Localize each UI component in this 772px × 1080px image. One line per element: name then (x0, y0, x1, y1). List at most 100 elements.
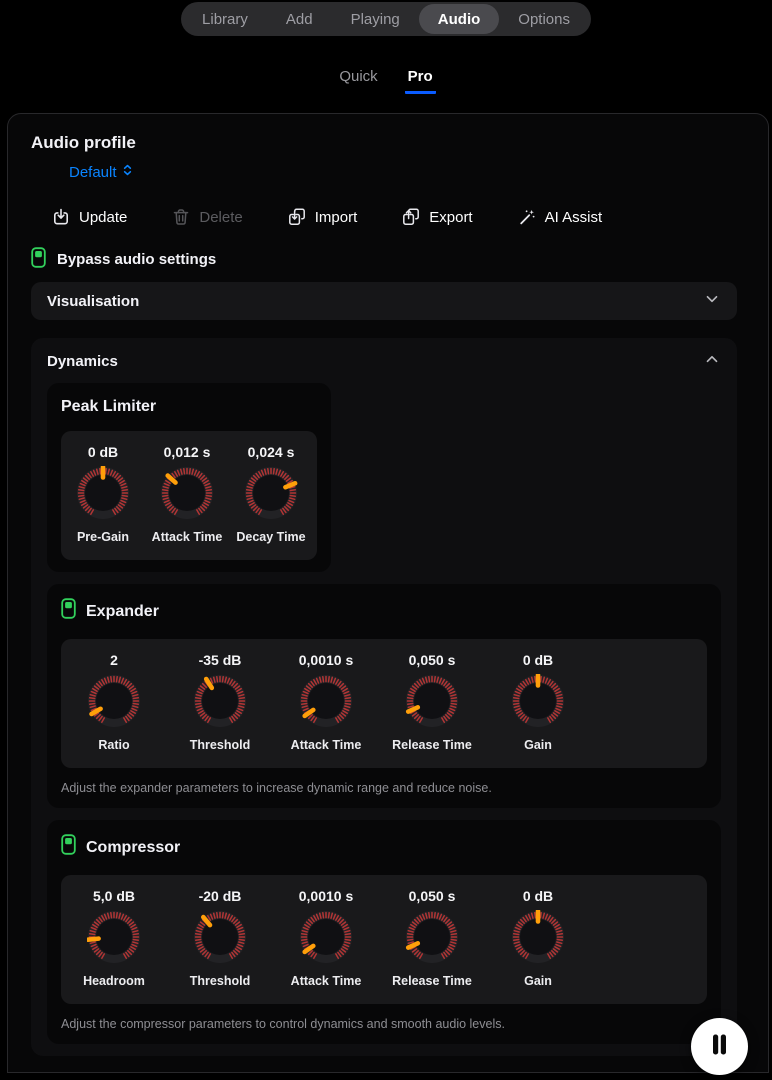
knob-gain: 0 dB Gain (485, 887, 591, 990)
import-button[interactable]: Import (287, 207, 358, 227)
knob-dial-decay-time[interactable] (244, 466, 298, 525)
knob-value: -35 dB (198, 652, 242, 668)
visualisation-label: Visualisation (47, 292, 140, 310)
action-label: Import (314, 208, 358, 226)
profile-dropdown[interactable]: Default (69, 162, 135, 183)
toggle-on-icon[interactable] (61, 598, 76, 625)
export-icon (401, 207, 421, 227)
knob-label: Attack Time (290, 738, 362, 752)
module-title: Peak Limiter (61, 398, 157, 415)
action-label: Delete (199, 208, 243, 226)
import-icon (287, 207, 307, 227)
action-label: Export (429, 208, 473, 226)
top-navigation: Library Add Playing Audio Options (0, 0, 772, 36)
module-title: Expander (86, 602, 159, 620)
nav-item-library[interactable]: Library (202, 10, 248, 28)
bypass-audio-settings-toggle[interactable]: Bypass audio settings (31, 247, 737, 272)
knob-attack-time: 0,012 s Attack Time (145, 443, 229, 546)
knob-dial-gain[interactable] (511, 672, 565, 733)
module-compressor: Compressor 5,0 dB Headroom -20 dB Threshold 0… (47, 820, 721, 1044)
chevron-updown-icon (120, 162, 135, 183)
toggle-on-icon (31, 247, 46, 272)
section-visualisation[interactable]: Visualisation (31, 282, 737, 320)
audio-subtabs: Quick Pro (0, 68, 772, 94)
knob-attack-time: 0,0010 s Attack Time (273, 887, 379, 990)
nav-item-add[interactable]: Add (285, 10, 313, 28)
knob-label: Threshold (189, 974, 251, 988)
module-caption: Adjust the compressor parameters to cont… (61, 1017, 505, 1031)
knob-label: Headroom (83, 974, 145, 988)
knob-label: Attack Time (151, 530, 223, 544)
trash-icon (171, 207, 191, 227)
pause-icon (708, 1033, 731, 1061)
audio-profile-title: Audio profile (31, 133, 136, 152)
knob-value: 0 dB (522, 652, 554, 668)
chevron-down-icon (703, 290, 721, 312)
section-dynamics: Dynamics Peak Limiter 0 dB Pre-Gain 0,012 s… (31, 338, 737, 1056)
knob-dial-release-time[interactable] (405, 674, 459, 733)
dynamics-label: Dynamics (47, 352, 118, 370)
section-equalisation[interactable]: Equalisation (31, 1072, 737, 1073)
knob-dial-release-time[interactable] (405, 910, 459, 969)
module-header: Expander (61, 598, 707, 625)
knob-dial-gain[interactable] (511, 908, 565, 969)
knob-threshold: -20 dB Threshold (167, 887, 273, 990)
knob-label: Attack Time (290, 974, 362, 988)
module-peak-limiter: Peak Limiter 0 dB Pre-Gain 0,012 s Attack Ti… (47, 383, 331, 572)
knob-dial-threshold[interactable] (193, 674, 247, 733)
nav-item-audio[interactable]: Audio (418, 4, 500, 34)
tab-quick[interactable]: Quick (339, 68, 378, 85)
tab-pro[interactable]: Pro (404, 68, 436, 94)
dynamics-modules: Peak Limiter 0 dB Pre-Gain 0,012 s Attack Ti… (47, 383, 721, 1044)
module-expander: Expander 2 Ratio -35 dB Threshold 0,0010 s Att… (47, 584, 721, 808)
knob-label: Decay Time (236, 530, 306, 544)
knob-value: 0,050 s (408, 652, 456, 668)
dynamics-header[interactable]: Dynamics (47, 352, 721, 370)
knob-threshold: -35 dB Threshold (167, 651, 273, 754)
delete-button[interactable]: Delete (171, 207, 243, 227)
ai-assist-button[interactable]: AI Assist (517, 207, 602, 227)
export-button[interactable]: Export (401, 207, 473, 227)
knob-label: Gain (524, 738, 552, 752)
knob-decay-time: 0,024 s Decay Time (229, 443, 313, 546)
knob-label: Ratio (98, 738, 130, 752)
module-header: Compressor (61, 834, 707, 861)
module-title: Compressor (86, 838, 181, 856)
knob-gain: 0 dB Gain (485, 651, 591, 754)
knob-dial-attack-time[interactable] (160, 466, 214, 525)
knob-label: Release Time (392, 738, 472, 752)
knob-dial-pre-gain[interactable] (76, 464, 130, 525)
knob-label: Pre-Gain (76, 530, 130, 544)
audio-settings-panel: Audio profile Default Update Delete Import… (7, 113, 769, 1073)
knob-value: 2 (110, 652, 118, 668)
bypass-label: Bypass audio settings (57, 251, 217, 268)
update-button[interactable]: Update (51, 207, 127, 227)
module-header: Peak Limiter (61, 397, 317, 417)
knob-dial-threshold[interactable] (193, 910, 247, 969)
knob-release-time: 0,050 s Release Time (379, 887, 485, 990)
knob-dial-ratio[interactable] (87, 674, 141, 733)
profile-actions: Update Delete Import Export AI Assist (51, 206, 737, 228)
knob-value: 0 dB (522, 888, 554, 904)
nav-item-options[interactable]: Options (518, 10, 570, 28)
toggle-on-icon[interactable] (61, 834, 76, 861)
wand-icon (517, 207, 537, 227)
profile-selected-value: Default (69, 163, 117, 181)
knob-label: Release Time (392, 974, 472, 988)
knob-value: 0,0010 s (298, 888, 354, 904)
knob-dial-attack-time[interactable] (299, 910, 353, 969)
module-caption: Adjust the expander parameters to increa… (61, 781, 492, 795)
knob-value: 0 dB (87, 444, 119, 460)
knob-value: 0,0010 s (298, 652, 354, 668)
knob-label: Gain (524, 974, 552, 988)
knob-strip: 0 dB Pre-Gain 0,012 s Attack Time 0,024 s Dec… (61, 431, 317, 560)
knob-dial-headroom[interactable] (85, 910, 141, 969)
update-icon (51, 207, 71, 227)
knob-dial-attack-time[interactable] (299, 674, 353, 733)
nav-item-playing[interactable]: Playing (350, 10, 400, 28)
knob-pre-gain: 0 dB Pre-Gain (61, 443, 145, 546)
action-label: Update (79, 208, 128, 226)
knob-strip: 5,0 dB Headroom -20 dB Threshold 0,0010 s Att… (61, 875, 707, 1004)
pause-button[interactable] (691, 1018, 748, 1075)
knob-label: Threshold (189, 738, 251, 752)
